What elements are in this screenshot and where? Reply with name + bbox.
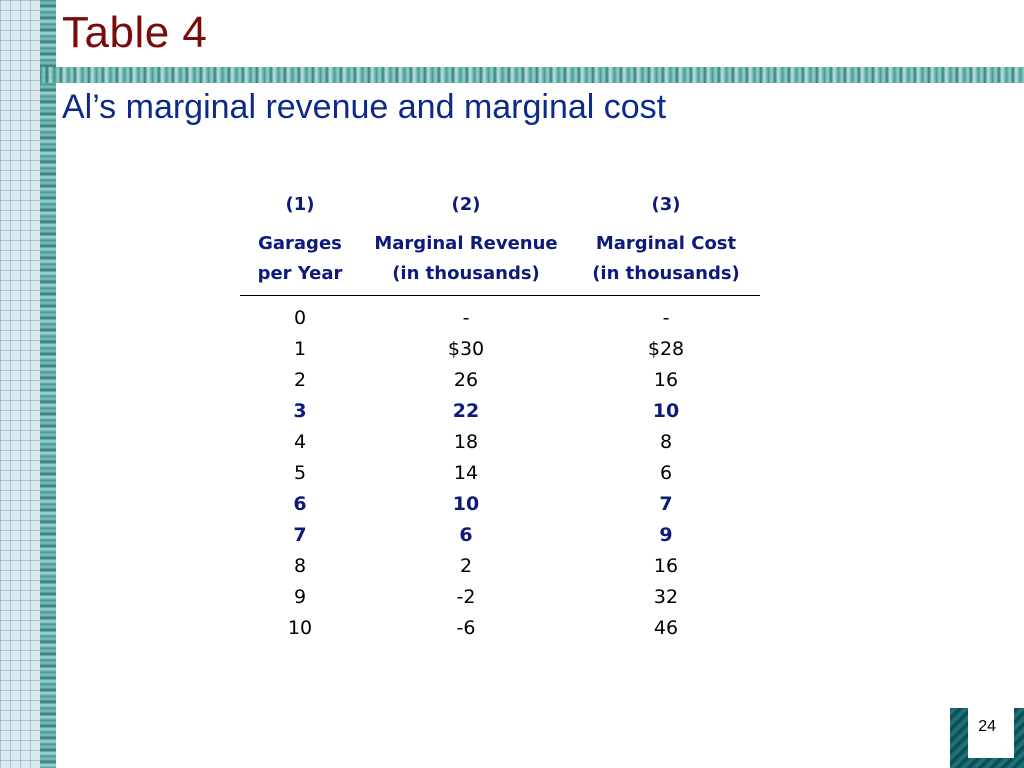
- cell-marginal-revenue: $30: [447, 337, 485, 360]
- cell-garages: 3: [293, 399, 307, 422]
- cell-garages: 10: [287, 616, 313, 639]
- table-row: 0 - -: [240, 296, 760, 334]
- cell-marginal-cost: 16: [653, 368, 679, 391]
- header-marginal-cost: Marginal Cost (in thousands): [572, 223, 760, 296]
- left-texture-border: [40, 0, 56, 768]
- cell-marginal-revenue: 18: [453, 430, 479, 453]
- table-body: 0 - - 1 $30 $28 2 26 16 3 22 10 4 18 8 5 14 6 6 10 7 7 6 9 8 2 16 9…: [240, 296, 760, 644]
- cell-marginal-revenue: -2: [456, 585, 476, 608]
- header-line: (in thousands): [392, 263, 540, 284]
- slide-subtitle: Al’s marginal revenue and marginal cost: [62, 88, 667, 126]
- cell-garages: 7: [293, 523, 307, 546]
- cell-garages: 8: [293, 554, 307, 577]
- cell-marginal-revenue: -6: [456, 616, 476, 639]
- cell-marginal-cost: 10: [652, 399, 680, 422]
- cell-garages: 6: [293, 492, 307, 515]
- table-row: 8 2 16: [240, 550, 760, 581]
- table-header: (1) (2) (3) Garages per Year Marginal Re…: [240, 185, 760, 296]
- column-number-3: (3): [651, 193, 681, 215]
- cell-marginal-revenue: 10: [452, 492, 480, 515]
- cell-marginal-cost: 32: [653, 585, 679, 608]
- header-marginal-revenue: Marginal Revenue (in thousands): [360, 223, 572, 296]
- table-row: 2 26 16: [240, 364, 760, 395]
- table-row: 6 10 7: [240, 488, 760, 519]
- cell-garages: 2: [293, 368, 307, 391]
- table-row: 1 $30 $28: [240, 333, 760, 364]
- cell-marginal-revenue: 26: [453, 368, 479, 391]
- slide-title: Table 4: [62, 8, 208, 57]
- table-row: 7 6 9: [240, 519, 760, 550]
- header-line: Marginal Revenue: [374, 233, 558, 254]
- cell-marginal-revenue: 22: [452, 399, 480, 422]
- cell-marginal-cost: -: [662, 306, 670, 329]
- column-number-1: (1): [285, 193, 315, 215]
- header-line: Marginal Cost: [595, 233, 737, 254]
- header-line: per Year: [257, 263, 343, 284]
- cell-marginal-cost: 8: [659, 430, 673, 453]
- table-row: 5 14 6: [240, 457, 760, 488]
- cell-marginal-revenue: 14: [453, 461, 479, 484]
- cell-garages: 9: [293, 585, 307, 608]
- page-number-box: [968, 708, 1014, 758]
- header-line: (in thousands): [592, 263, 740, 284]
- page-number: 24: [978, 718, 996, 735]
- cell-marginal-revenue: 6: [459, 523, 473, 546]
- table-row: 10 -6 46: [240, 612, 760, 643]
- cell-marginal-cost: 7: [659, 492, 673, 515]
- cell-marginal-cost: 9: [659, 523, 673, 546]
- cell-garages: 0: [293, 306, 307, 329]
- header-line: Garages: [258, 233, 342, 254]
- title-divider-band: [40, 67, 1024, 83]
- marginal-revenue-cost-table: (1) (2) (3) Garages per Year Marginal Re…: [240, 185, 760, 643]
- cell-marginal-cost: 46: [653, 616, 679, 639]
- cell-garages: 5: [293, 461, 307, 484]
- table-row: 4 18 8: [240, 426, 760, 457]
- column-title-row: Garages per Year Marginal Revenue (in th…: [240, 223, 760, 296]
- cell-marginal-revenue: -: [462, 306, 470, 329]
- cell-marginal-revenue: 2: [459, 554, 473, 577]
- column-number-2: (2): [451, 193, 481, 215]
- title-area-background: [56, 0, 1024, 67]
- column-number-row: (1) (2) (3): [240, 185, 760, 223]
- table-row: 9 -2 32: [240, 581, 760, 612]
- header-garages-per-year: Garages per Year: [240, 223, 360, 296]
- cell-marginal-cost: 6: [659, 461, 673, 484]
- table-row: 3 22 10: [240, 395, 760, 426]
- cell-garages: 1: [293, 337, 307, 360]
- cell-garages: 4: [293, 430, 307, 453]
- cell-marginal-cost: $28: [647, 337, 685, 360]
- cell-marginal-cost: 16: [653, 554, 679, 577]
